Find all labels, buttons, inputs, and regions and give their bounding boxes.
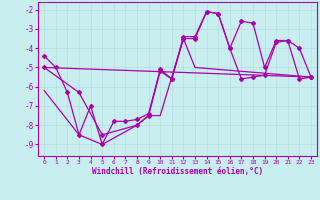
X-axis label: Windchill (Refroidissement éolien,°C): Windchill (Refroidissement éolien,°C) (92, 167, 263, 176)
